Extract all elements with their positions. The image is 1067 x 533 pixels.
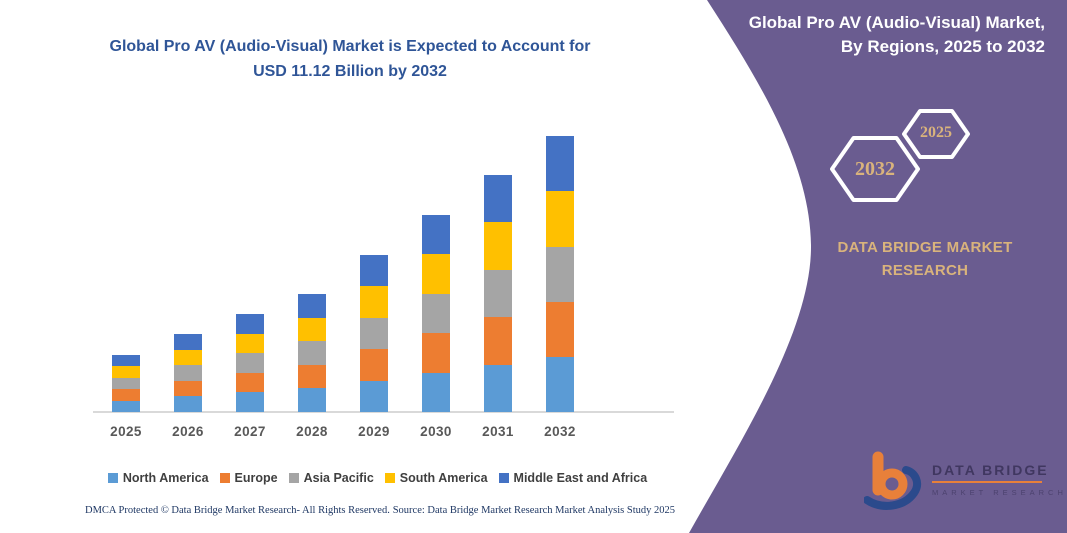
legend-item-asia-pacific: Asia Pacific: [288, 471, 374, 485]
bar-segment-2026-north-america: [174, 396, 202, 412]
bar-segment-2026-europe: [174, 380, 202, 397]
legend-item-middle-east-and-africa: Middle East and Africa: [498, 471, 648, 485]
bar-segment-2030-europe: [422, 333, 450, 373]
bar-segment-2030-asia-pacific: [422, 293, 450, 334]
bar-segment-2032-asia-pacific: [546, 246, 574, 302]
bar-segment-2032-europe: [546, 301, 574, 357]
bar-segment-2031-asia-pacific: [484, 269, 512, 318]
bar-segment-2031-north-america: [484, 364, 512, 412]
bar-segment-2028-europe: [298, 364, 326, 389]
bar-segment-2031-europe: [484, 317, 512, 365]
bar-segment-2032-north-america: [546, 356, 574, 412]
bar-2027: [236, 314, 264, 412]
legend-marker-icon: [107, 473, 118, 483]
bar-segment-2025-south-america: [112, 366, 140, 378]
chart-title-line2: USD 11.12 Billion by 2032: [253, 63, 447, 80]
bar-2029: [360, 254, 388, 412]
bar-segment-2027-north-america: [236, 392, 264, 412]
x-axis-label-2032: 2032: [544, 424, 576, 439]
bar-segment-2032-south-america: [546, 191, 574, 247]
hexagon-2025-label: 2025: [920, 124, 952, 141]
bar-segment-2028-middle-east-and-africa: [298, 294, 326, 318]
bar-2028: [298, 294, 326, 412]
x-axis-label-2025: 2025: [110, 424, 142, 439]
legend-item-south-america: South America: [384, 471, 488, 485]
bar-2026: [174, 334, 202, 412]
legend-marker-icon: [219, 473, 230, 483]
bar-segment-2027-middle-east-and-africa: [236, 314, 264, 334]
bar-segment-2029-europe: [360, 349, 388, 381]
x-axis-label-2031: 2031: [482, 424, 514, 439]
watermark-underline: [932, 481, 1042, 483]
chart-title-line1: Global Pro AV (Audio-Visual) Market is E…: [109, 38, 591, 55]
legend-label: Europe: [234, 471, 278, 485]
x-axis-label-2029: 2029: [358, 424, 390, 439]
hexagon-2032-label: 2032: [855, 158, 895, 180]
bar-segment-2032-middle-east-and-africa: [546, 136, 574, 192]
x-axis-label-2027: 2027: [234, 424, 266, 439]
legend-marker-icon: [384, 473, 395, 483]
x-axis-line: [93, 411, 674, 413]
watermark-name: DATA BRIDGE: [932, 462, 1049, 478]
data-bridge-logo-icon: [864, 451, 921, 510]
bar-segment-2029-north-america: [360, 380, 388, 412]
chart-legend: North America Europe Asia Pacific South Ame…: [75, 471, 680, 485]
watermark-text: DATA BRIDGE MARKET RESEARCH: [932, 462, 1067, 497]
bar-segment-2026-middle-east-and-africa: [174, 334, 202, 350]
bar-segment-2029-asia-pacific: [360, 317, 388, 349]
bar-segment-2029-south-america: [360, 286, 388, 318]
bar-segment-2031-middle-east-and-africa: [484, 175, 512, 223]
legend-label: Middle East and Africa: [513, 471, 648, 485]
bar-segment-2028-north-america: [298, 388, 326, 412]
legend-item-europe: Europe: [219, 471, 278, 485]
legend-label: Asia Pacific: [303, 471, 374, 485]
chart-title: Global Pro AV (Audio-Visual) Market is E…: [30, 34, 670, 84]
bar-2025: [112, 355, 140, 412]
legend-marker-icon: [498, 473, 509, 483]
bar-segment-2027-asia-pacific: [236, 353, 264, 373]
x-axis-label-2028: 2028: [296, 424, 328, 439]
brand-line2: RESEARCH: [881, 262, 969, 279]
legend-item-north-america: North America: [107, 471, 209, 485]
bar-segment-2025-europe: [112, 389, 140, 401]
data-bridge-watermark: DATA BRIDGE MARKET RESEARCH: [864, 450, 1064, 512]
watermark-subname: MARKET RESEARCH: [932, 488, 1067, 497]
bar-segment-2028-asia-pacific: [298, 341, 326, 365]
panel-title-line2: By Regions, 2025 to 2032: [840, 37, 1045, 56]
source-note: Source: Data Bridge Market Research Mark…: [392, 505, 675, 516]
bar-segment-2030-north-america: [422, 372, 450, 412]
bar-segment-2030-south-america: [422, 254, 450, 294]
panel-title-line1: Global Pro AV (Audio-Visual) Market,: [748, 13, 1045, 32]
bar-segment-2028-south-america: [298, 317, 326, 342]
bar-segment-2031-south-america: [484, 222, 512, 270]
bar-segment-2025-middle-east-and-africa: [112, 355, 140, 367]
bar-segment-2025-north-america: [112, 400, 140, 412]
dmca-notice: DMCA Protected © Data Bridge Market Rese…: [85, 505, 390, 516]
bar-2032: [546, 136, 574, 412]
bar-segment-2030-middle-east-and-africa: [422, 215, 450, 255]
x-axis-label-2030: 2030: [420, 424, 452, 439]
legend-label: North America: [122, 471, 209, 485]
stacked-bar-chart: [93, 136, 674, 413]
bar-segment-2026-south-america: [174, 349, 202, 366]
brand-wordmark: DATA BRIDGE MARKET RESEARCH: [805, 236, 1045, 282]
bar-segment-2027-south-america: [236, 333, 264, 354]
panel-title: Global Pro AV (Audio-Visual) Market, By …: [715, 11, 1045, 59]
bar-segment-2025-asia-pacific: [112, 377, 140, 390]
footer: DMCA Protected © Data Bridge Market Rese…: [85, 505, 675, 516]
bar-segment-2027-europe: [236, 372, 264, 393]
x-axis-label-2026: 2026: [172, 424, 204, 439]
legend-label: South America: [399, 471, 488, 485]
bar-2031: [484, 175, 512, 412]
bar-segment-2026-asia-pacific: [174, 365, 202, 381]
brand-line1: DATA BRIDGE MARKET: [837, 239, 1013, 256]
legend-marker-icon: [288, 473, 299, 483]
bar-segment-2029-middle-east-and-africa: [360, 254, 388, 286]
bar-2030: [422, 215, 450, 412]
